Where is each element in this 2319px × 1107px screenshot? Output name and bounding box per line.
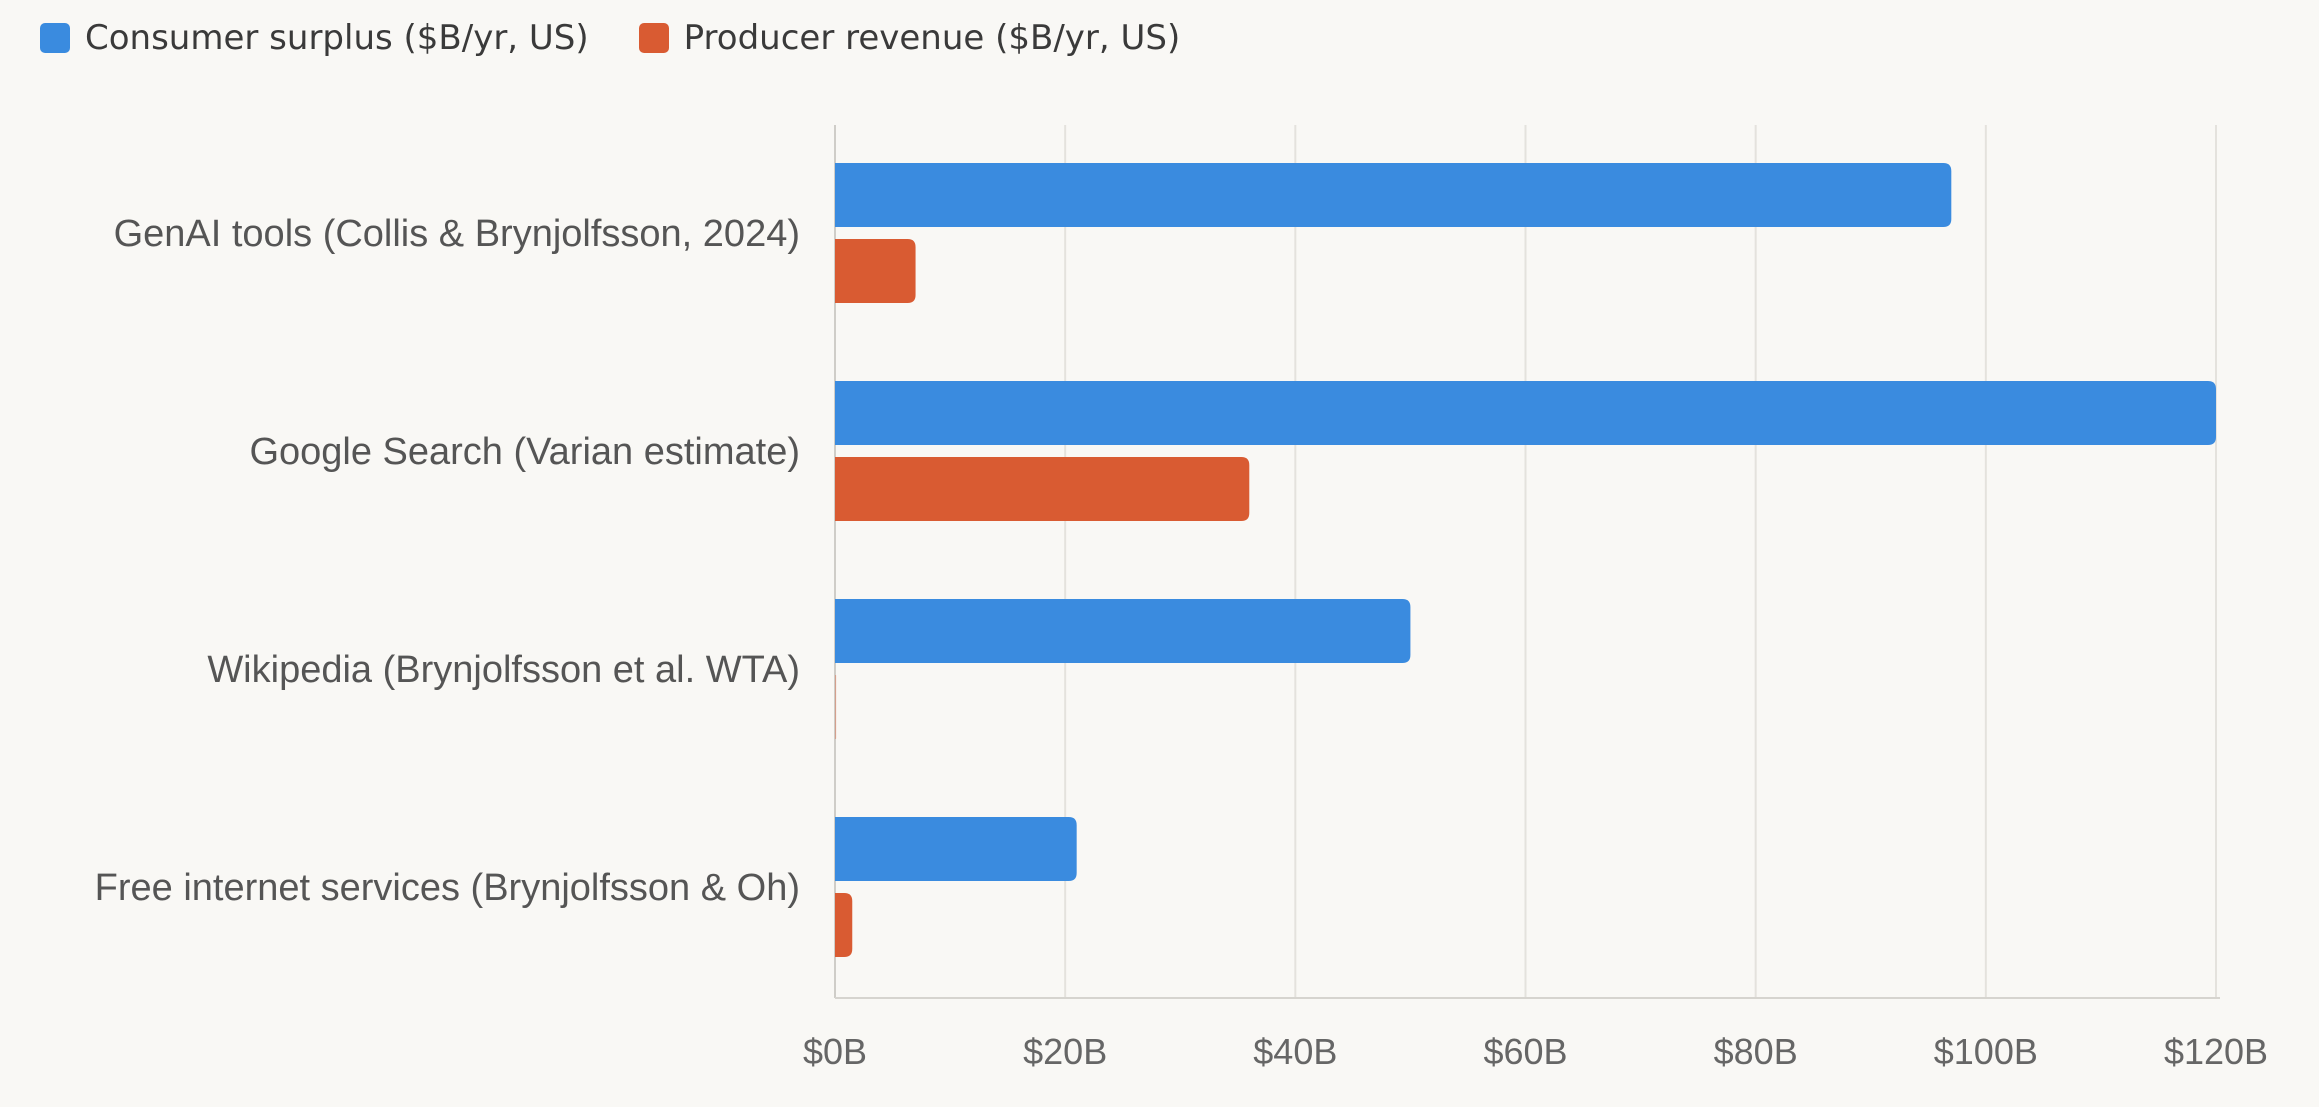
bar-producer-revenue[interactable] xyxy=(835,457,1250,521)
x-tick-label: $60B xyxy=(1483,1031,1567,1072)
x-tick-label: $40B xyxy=(1253,1031,1337,1072)
legend-swatch-producer-revenue xyxy=(638,23,669,53)
legend-swatch-consumer-surplus xyxy=(40,23,70,53)
x-tick-label: $120B xyxy=(2164,1031,2268,1072)
category-label: Free internet services (Brynjolfsson & O… xyxy=(95,867,800,909)
category-label: GenAI tools (Collis & Brynjolfsson, 2024… xyxy=(114,213,800,255)
bar-consumer-surplus[interactable] xyxy=(835,163,1952,227)
legend: Consumer surplus ($B/yr, US) Producer re… xyxy=(40,18,1230,58)
legend-item-producer-revenue[interactable]: Producer revenue ($B/yr, US) xyxy=(638,18,1181,58)
legend-label-consumer-surplus: Consumer surplus ($B/yr, US) xyxy=(85,18,589,58)
legend-item-consumer-surplus[interactable]: Consumer surplus ($B/yr, US) xyxy=(40,18,589,58)
bar-consumer-surplus[interactable] xyxy=(835,599,1411,663)
bar-producer-revenue[interactable] xyxy=(835,239,916,303)
bar-consumer-surplus[interactable] xyxy=(835,817,1077,881)
x-tick-label: $0B xyxy=(803,1031,867,1072)
bar-producer-revenue[interactable] xyxy=(835,893,853,957)
x-tick-label: $80B xyxy=(1714,1031,1798,1072)
bar-producer-revenue[interactable] xyxy=(835,675,837,739)
bar-consumer-surplus[interactable] xyxy=(835,381,2216,445)
category-label: Google Search (Varian estimate) xyxy=(249,431,800,473)
category-label: Wikipedia (Brynjolfsson et al. WTA) xyxy=(207,649,800,691)
legend-label-producer-revenue: Producer revenue ($B/yr, US) xyxy=(683,18,1181,58)
x-tick-label: $100B xyxy=(1934,1031,2038,1072)
x-tick-label: $20B xyxy=(1023,1031,1107,1072)
